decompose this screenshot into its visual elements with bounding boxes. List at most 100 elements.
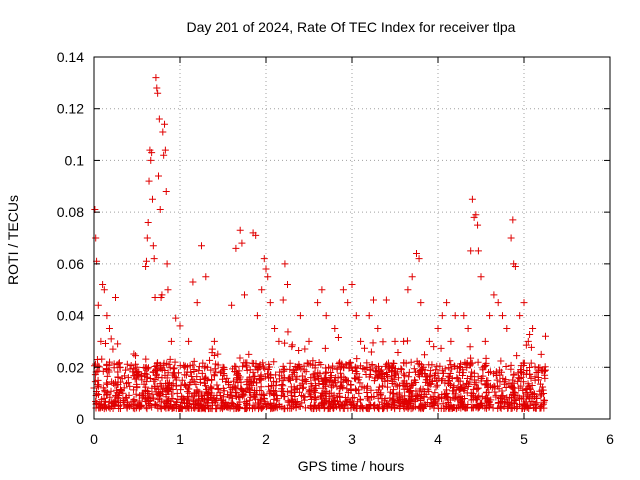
roti-band-point [485,369,493,377]
roti-band-point [308,382,316,390]
roti-band-point [132,352,140,360]
roti-band-point [426,380,434,388]
roti-point [494,299,502,307]
roti-band-point [177,386,185,394]
roti-band-point [154,367,162,375]
roti-point [100,286,108,294]
roti-band-point [303,359,311,367]
roti-band-point [207,366,215,374]
roti-band-point [204,405,212,413]
roti-point [305,337,313,345]
roti-point [509,216,517,224]
roti-band-point [239,362,247,370]
roti-point [176,322,184,330]
roti-point [474,247,482,255]
roti-band-point [94,383,102,391]
roti-point [97,337,105,345]
roti-point [172,314,180,322]
roti-band-point [197,405,205,413]
roti-point [486,312,494,320]
roti-band-point [275,375,283,383]
roti-band-point [222,401,230,409]
roti-point [400,337,408,345]
roti-band-point [132,390,140,398]
roti-band-point [348,394,356,402]
roti-band-point [462,404,470,412]
roti-point [430,343,438,351]
roti-band-point [533,399,541,407]
roti-point [241,291,248,299]
roti-band-point [220,387,228,395]
roti-band-point [447,361,455,369]
roti-band-point [323,387,331,395]
roti-band-point [475,392,483,400]
roti-band-point [510,370,518,378]
roti-band-point [514,392,522,400]
roti-point [318,286,326,294]
roti-band-point [428,361,436,369]
roti-band-point [284,397,292,405]
roti-band-point [365,373,373,381]
roti-band-point [511,389,519,397]
roti-band-point [375,383,383,391]
roti-band-point [474,373,482,381]
roti-band-point [162,393,170,401]
roti-band-point [432,366,440,374]
roti-point [162,187,170,195]
roti-band-point [197,392,205,400]
roti-band-point [152,400,160,408]
roti-point [253,312,261,320]
roti-point [417,299,425,307]
roti-band-point [232,363,240,371]
roti-band-point [407,380,415,388]
roti-band-point [204,396,212,404]
roti-band-point [395,374,403,382]
roti-band-point [116,385,124,393]
roti-band-point [135,397,143,405]
roti-point [451,312,459,320]
roti-band-point [106,393,114,401]
roti-point [99,281,107,289]
roti-band-point [101,386,109,394]
roti-band-point [301,393,309,401]
roti-band-point [398,366,406,374]
roti-point [271,325,279,332]
roti-band-point [506,401,514,409]
roti-band-point [92,398,100,406]
roti-band-point [288,404,296,412]
roti-point [167,337,175,345]
roti-point [503,325,511,332]
roti-band-point [492,371,500,379]
roti-band-point [123,360,131,368]
roti-band-point [307,374,315,382]
roti-point [507,234,515,242]
roti-band-point [115,360,123,368]
roti-band-point [527,343,535,351]
roti-band-point [414,360,422,368]
roti-band-point [467,396,475,404]
roti-band-point [485,402,493,410]
roti-band-point [251,403,259,411]
roti-band-point [301,376,309,384]
roti-band-point [325,363,333,371]
roti-band-point [218,367,226,375]
roti-band-point [246,366,254,374]
roti-band-point [311,364,319,372]
roti-band-point [278,385,286,393]
roti-band-point [429,399,437,407]
roti-band-point [395,391,403,399]
roti-band-point [251,391,259,399]
roti-band-point [114,368,122,376]
roti-point [288,343,296,351]
roti-band-point [534,374,542,382]
roti-band-point [213,391,221,399]
roti-band-point [311,376,319,384]
roti-band-point [502,362,510,370]
roti-band-point [231,362,239,370]
roti-band-point [389,359,397,367]
roti-band-point [363,364,371,372]
roti-band-point [133,370,141,378]
roti-band-point [110,379,118,387]
roti-band-point [505,393,513,401]
roti-band-point [427,380,435,388]
